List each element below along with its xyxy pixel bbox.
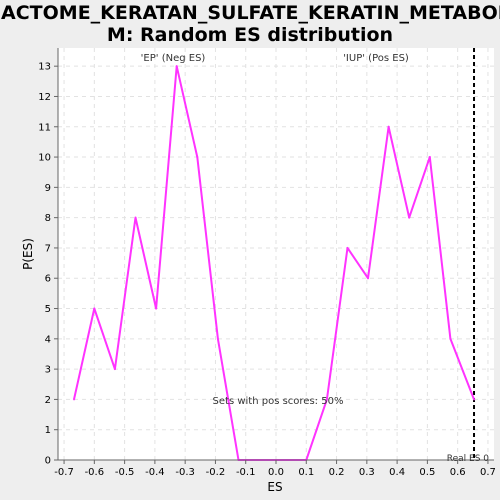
data-point: [387, 125, 390, 128]
data-point: [449, 337, 452, 340]
y-tick-label: 13: [38, 62, 51, 73]
data-point: [346, 246, 349, 249]
data-point: [73, 398, 76, 401]
y-axis-label: P(ES): [21, 238, 35, 270]
x-tick-label: 0.1: [298, 467, 314, 478]
x-tick-label: 0.2: [329, 467, 345, 478]
x-tick-label: 0.6: [450, 467, 466, 478]
chart-title-line1: REACTOME_KERATAN_SULFATE_KERATIN_METABOL…: [0, 2, 500, 24]
y-tick-label: 4: [45, 334, 51, 345]
y-tick-label: 8: [45, 213, 51, 224]
y-tick-label: 7: [45, 243, 51, 254]
y-tick-label: 9: [45, 183, 51, 194]
y-tick-label: 5: [45, 304, 51, 315]
x-tick-label: -0.1: [236, 467, 256, 478]
x-tick-label: -0.7: [54, 467, 74, 478]
y-tick-label: 12: [38, 92, 51, 103]
pos-es-label: 'IUP' (Pos ES): [343, 53, 409, 64]
x-tick-label: -0.3: [175, 467, 195, 478]
x-tick-label: 0.5: [419, 467, 435, 478]
data-point: [428, 156, 431, 159]
real-es-label: Real ES 0: [447, 454, 490, 464]
y-tick-label: 6: [45, 274, 51, 285]
x-tick-label: 0.0: [268, 467, 284, 478]
x-tick-label: 0.4: [389, 467, 405, 478]
x-tick-label: 0.3: [359, 467, 375, 478]
data-point: [175, 65, 178, 68]
data-point: [93, 307, 96, 310]
data-point: [473, 398, 476, 401]
x-tick-label: -0.5: [115, 467, 135, 478]
data-point: [134, 216, 137, 219]
x-tick-label: -0.6: [85, 467, 105, 478]
neg-es-label: 'EP' (Neg ES): [141, 53, 206, 64]
data-point: [367, 277, 370, 280]
chart-title-line2: M: Random ES distribution: [107, 24, 393, 46]
pos-scores-note: Sets with pos scores: 50%: [213, 396, 344, 407]
y-tick-label: 1: [45, 425, 51, 436]
data-point: [216, 337, 219, 340]
y-tick-label: 2: [45, 395, 51, 406]
data-point: [325, 398, 328, 401]
data-point: [196, 156, 199, 159]
y-tick-label: 10: [38, 153, 51, 164]
x-tick-label: 0.7: [480, 467, 496, 478]
y-tick-label: 3: [45, 365, 51, 376]
data-point: [408, 216, 411, 219]
x-tick-label: -0.2: [206, 467, 226, 478]
y-tick-label: 0: [45, 456, 51, 467]
x-ticks: -0.7 -0.6 -0.5 -0.4 -0.3 -0.2 -0.1 0.0 0.1 0.2 0.3…: [54, 460, 496, 478]
data-point: [155, 307, 158, 310]
x-axis-label: ES: [267, 480, 282, 494]
x-tick-label: -0.4: [145, 467, 165, 478]
data-point: [113, 368, 116, 371]
y-tick-label: 11: [38, 122, 51, 133]
